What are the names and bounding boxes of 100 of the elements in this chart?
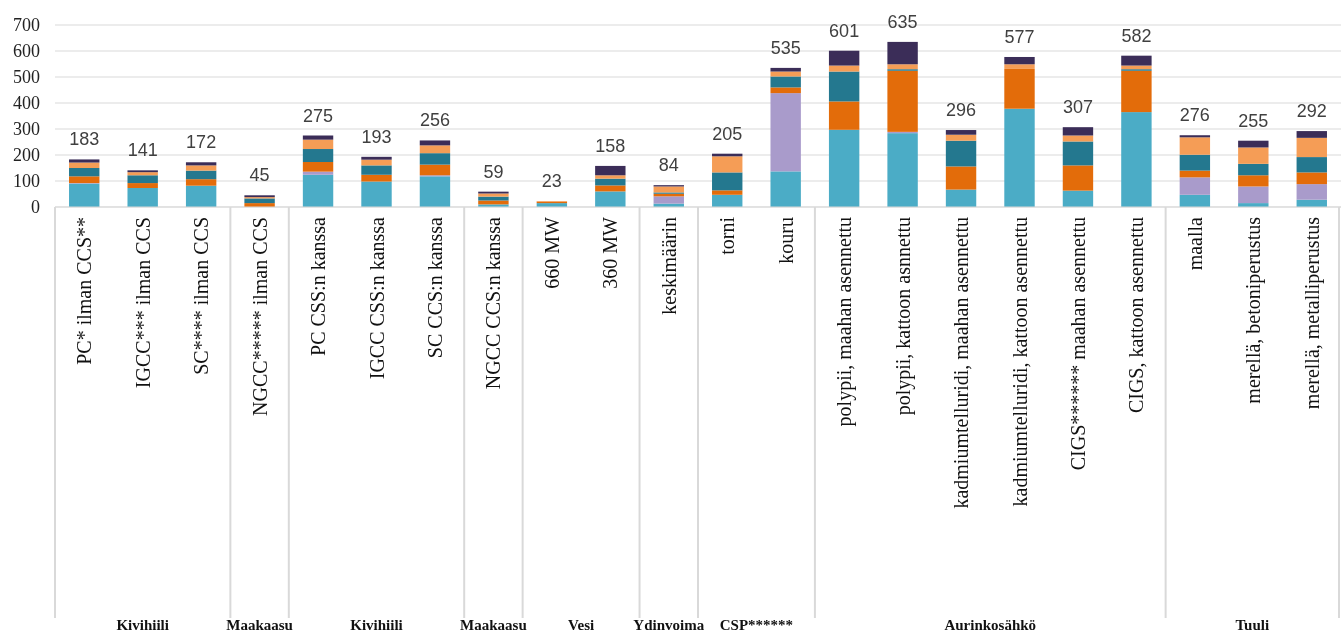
bar <box>1004 108 1035 207</box>
bar <box>595 185 626 192</box>
bar <box>945 189 977 207</box>
bar <box>185 179 217 186</box>
x-tick-label: merellä, betoniperustus <box>1242 216 1266 404</box>
bar <box>69 162 100 168</box>
x-tick-label: SC CCS:n kanssa <box>423 216 446 359</box>
bar <box>1296 157 1327 173</box>
total-label: 582 <box>1121 25 1152 46</box>
total-label: 45 <box>249 165 270 186</box>
x-tick-label: NGCC CCS:n kanssa <box>482 216 505 390</box>
bar <box>653 186 684 193</box>
x-tick-label: NGCC***** ilman CCS <box>248 217 271 416</box>
bar <box>770 171 801 207</box>
bar <box>828 65 860 72</box>
bar <box>69 159 100 163</box>
x-tick-label: CIGS****** maahan asennettu <box>1066 217 1089 471</box>
total-label: 635 <box>887 11 918 32</box>
bar <box>302 139 334 150</box>
text: Aurinkosähkö <box>944 617 1037 633</box>
total-label: 205 <box>712 123 743 144</box>
bar <box>185 185 217 207</box>
text: Ydinvoima <box>633 617 705 633</box>
total-label: 23 <box>541 171 562 192</box>
bar <box>887 41 918 65</box>
bar <box>945 166 977 190</box>
bar <box>302 135 334 140</box>
y-tick-label: 100 <box>13 171 40 192</box>
bar <box>595 165 626 176</box>
bar <box>1296 184 1327 200</box>
bar <box>1179 135 1211 138</box>
bar <box>69 183 100 207</box>
bar <box>1121 55 1152 66</box>
total-label: 141 <box>127 140 158 161</box>
bar <box>244 198 275 204</box>
bar <box>69 176 100 184</box>
x-tick-label: kadmiumtelluridi, kattoon asennettu <box>1008 217 1031 507</box>
bar <box>1296 137 1327 158</box>
total-label: 535 <box>770 37 801 58</box>
total-label: 256 <box>419 110 450 131</box>
y-tick-label: 400 <box>13 93 40 114</box>
text: Kivihiili <box>350 617 403 633</box>
x-tick-label: kadmiumtelluridi, maahan asennettu <box>950 217 973 509</box>
text: Tuuli <box>1235 617 1270 633</box>
bar <box>828 71 860 102</box>
bar <box>770 87 801 94</box>
bar <box>887 70 918 132</box>
bar <box>1296 172 1327 185</box>
bar <box>419 140 451 146</box>
bar <box>887 133 918 207</box>
total-label: 292 <box>1296 101 1327 122</box>
bar <box>185 162 217 166</box>
bar <box>1004 64 1035 69</box>
x-tick-label: CIGS, kattoon asennettu <box>1125 217 1148 414</box>
bar <box>127 188 158 207</box>
bar <box>1004 56 1035 65</box>
bar <box>770 67 801 72</box>
x-tick-label: torni <box>716 216 739 255</box>
x-tick-label: 660 MW <box>540 216 563 289</box>
total-label: 307 <box>1062 97 1093 118</box>
bar <box>1062 190 1094 207</box>
bar <box>770 76 801 88</box>
x-tick-label: polypii, kattoon asnnettu <box>891 217 915 416</box>
text: Maakaasu <box>460 617 527 633</box>
bar <box>127 183 158 189</box>
total-label: 275 <box>303 105 334 126</box>
x-tick-label: polypii, maahan asennettu <box>833 217 857 427</box>
text: CSP****** <box>719 617 794 633</box>
total-label: 183 <box>69 129 100 150</box>
bar <box>1238 163 1269 176</box>
total-label: 255 <box>1238 110 1269 131</box>
x-tick-label: kouru <box>774 217 797 264</box>
x-tick-label: 360 MW <box>599 216 622 289</box>
y-tick-label: 500 <box>13 67 40 88</box>
bar <box>1238 175 1269 187</box>
bar <box>595 191 626 207</box>
bar <box>478 196 509 201</box>
y-tick-label: 300 <box>13 119 40 140</box>
bar <box>595 178 626 186</box>
bar <box>1062 141 1094 166</box>
x-tick-label: PC CSS:n kanssa <box>307 216 330 356</box>
x-tick-label: keskimäärin <box>657 217 680 315</box>
bar <box>1179 177 1211 195</box>
total-label: 158 <box>595 135 626 156</box>
text: Kivihiili <box>116 617 169 633</box>
bar <box>945 134 977 141</box>
bar <box>127 175 158 184</box>
text: Maakaasu <box>226 617 293 633</box>
total-label: 276 <box>1179 105 1210 126</box>
bar <box>770 93 801 172</box>
bar <box>1238 140 1269 148</box>
bar <box>1238 147 1269 164</box>
total-label: 59 <box>483 161 504 182</box>
x-tick-label: IGCC CSS:n kanssa <box>365 216 388 380</box>
bar <box>419 176 451 207</box>
bar <box>1004 68 1035 109</box>
total-label: 172 <box>186 132 217 153</box>
total-label: 577 <box>1004 26 1035 47</box>
bar <box>712 190 743 195</box>
y-tick-label: 700 <box>13 15 40 36</box>
